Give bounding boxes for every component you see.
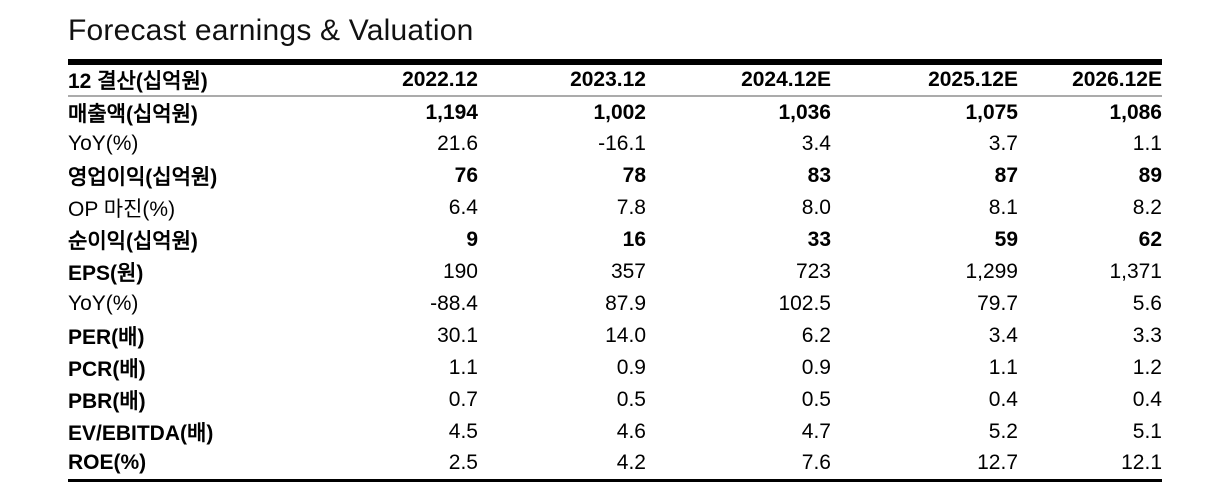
cell-value: 4.2	[616, 451, 646, 475]
cell-value: 6.2	[801, 324, 831, 347]
table-row-eps-yoy: YoY(%) -88.4 87.9 102.5 79.7 5.6	[68, 288, 1162, 320]
row-label: EV/EBITDA(배)	[68, 422, 214, 445]
page-title: Forecast earnings & Valuation	[68, 14, 474, 47]
cell-value: 78	[622, 164, 646, 187]
cell-value: 33	[807, 228, 831, 251]
cell-value: 30.1	[437, 324, 478, 347]
cell-value: 1.1	[1132, 132, 1162, 155]
cell-value: 1,194	[425, 100, 478, 124]
col-header-2024e: 2024.12E	[646, 62, 831, 97]
row-label: PBR(배)	[68, 390, 146, 413]
row-label: EPS(원)	[68, 262, 144, 285]
cell-value: 59	[994, 228, 1018, 251]
cell-value: 8.2	[1132, 196, 1162, 219]
cell-value: 76	[454, 164, 478, 187]
table-header-row: 12 결산(십억원) 2022.12 2023.12 2024.12E 2025…	[68, 62, 1162, 97]
row-label: PCR(배)	[68, 358, 146, 381]
cell-value: 357	[610, 260, 646, 283]
table-row-revenue-yoy: YoY(%) 21.6 -16.1 3.4 3.7 1.1	[68, 128, 1162, 160]
cell-value: 62	[1138, 228, 1162, 251]
table-row-pcr: PCR(배) 1.1 0.9 0.9 1.1 1.2	[68, 352, 1162, 384]
row-label: 매출액(십억원)	[68, 102, 198, 126]
cell-value: 4.7	[801, 420, 831, 443]
cell-value: 1,086	[1109, 100, 1162, 124]
cell-value: 8.1	[988, 196, 1018, 219]
col-header-2025e: 2025.12E	[831, 62, 1018, 97]
cell-value: 0.9	[801, 356, 831, 379]
cell-value: 12.7	[977, 451, 1018, 475]
cell-value: 7.6	[801, 451, 831, 475]
row-label: 순이익(십억원)	[68, 230, 198, 253]
cell-value: 1,075	[965, 100, 1018, 124]
cell-value: 1,299	[965, 260, 1018, 283]
cell-value: 87.9	[605, 292, 646, 315]
row-label: YoY(%)	[68, 132, 139, 155]
col-header-fiscal: 12 결산(십억원)	[68, 62, 308, 97]
table-row-pbr: PBR(배) 0.7 0.5 0.5 0.4 0.4	[68, 384, 1162, 416]
cell-value: 7.8	[616, 196, 646, 219]
forecast-valuation-table: 12 결산(십억원) 2022.12 2023.12 2024.12E 2025…	[68, 59, 1162, 482]
cell-value: 4.6	[616, 420, 646, 443]
cell-value: 0.5	[801, 388, 831, 411]
cell-value: 1.1	[988, 356, 1018, 379]
cell-value: 1.2	[1132, 356, 1162, 379]
cell-value: 1.1	[448, 356, 478, 379]
cell-value: 21.6	[437, 132, 478, 155]
cell-value: 3.4	[988, 324, 1018, 347]
cell-value: 87	[994, 164, 1018, 187]
cell-value: 2.5	[448, 451, 478, 475]
cell-value: 3.4	[801, 132, 831, 155]
cell-value: 0.4	[988, 388, 1018, 411]
col-header-2022: 2022.12	[308, 62, 478, 97]
row-label: ROE(%)	[68, 451, 147, 475]
cell-value: 83	[807, 164, 831, 187]
cell-value: 723	[795, 260, 831, 283]
cell-value: 14.0	[605, 324, 646, 347]
table-row-roe: ROE(%) 2.5 4.2 7.6 12.7 12.1	[68, 448, 1162, 480]
cell-value: 102.5	[778, 292, 831, 315]
cell-value: 16	[622, 228, 646, 251]
col-header-2026e: 2026.12E	[1018, 62, 1162, 97]
report-page: Forecast earnings & Valuation 12 결산(십억원)…	[68, 14, 1162, 482]
cell-value: 1,371	[1109, 260, 1162, 283]
table-row-revenue: 매출액(십억원) 1,194 1,002 1,036 1,075 1,086	[68, 96, 1162, 128]
cell-value: 3.7	[988, 132, 1018, 155]
cell-value: 1,036	[778, 100, 831, 124]
row-label: 영업이익(십억원)	[68, 166, 218, 189]
row-label: PER(배)	[68, 326, 145, 349]
cell-value: 5.1	[1132, 420, 1162, 443]
cell-value: 6.4	[448, 196, 478, 219]
table-row-per: PER(배) 30.1 14.0 6.2 3.4 3.3	[68, 320, 1162, 352]
cell-value: 79.7	[977, 292, 1018, 315]
cell-value: 9	[466, 228, 478, 251]
table-row-eps: EPS(원) 190 357 723 1,299 1,371	[68, 256, 1162, 288]
cell-value: 0.7	[448, 388, 478, 411]
table-row-ev-ebitda: EV/EBITDA(배) 4.5 4.6 4.7 5.2 5.1	[68, 416, 1162, 448]
cell-value: 5.2	[988, 420, 1018, 443]
cell-value: 4.5	[448, 420, 478, 443]
cell-value: 8.0	[801, 196, 831, 219]
cell-value: 89	[1138, 164, 1162, 187]
table-row-op-margin: OP 마진(%) 6.4 7.8 8.0 8.1 8.2	[68, 192, 1162, 224]
cell-value: 0.4	[1132, 388, 1162, 411]
cell-value: 0.5	[616, 388, 646, 411]
cell-value: -16.1	[598, 132, 646, 155]
cell-value: 0.9	[616, 356, 646, 379]
row-label: OP 마진(%)	[68, 198, 176, 221]
row-label: YoY(%)	[68, 292, 139, 315]
cell-value: 1,002	[593, 100, 646, 124]
cell-value: 190	[442, 260, 478, 283]
table-row-operating-profit: 영업이익(십억원) 76 78 83 87 89	[68, 160, 1162, 192]
cell-value: 3.3	[1132, 324, 1162, 347]
col-header-2023: 2023.12	[478, 62, 646, 97]
cell-value: -88.4	[430, 292, 478, 315]
cell-value: 5.6	[1132, 292, 1162, 315]
table-row-net-profit: 순이익(십억원) 9 16 33 59 62	[68, 224, 1162, 256]
cell-value: 12.1	[1121, 451, 1162, 475]
